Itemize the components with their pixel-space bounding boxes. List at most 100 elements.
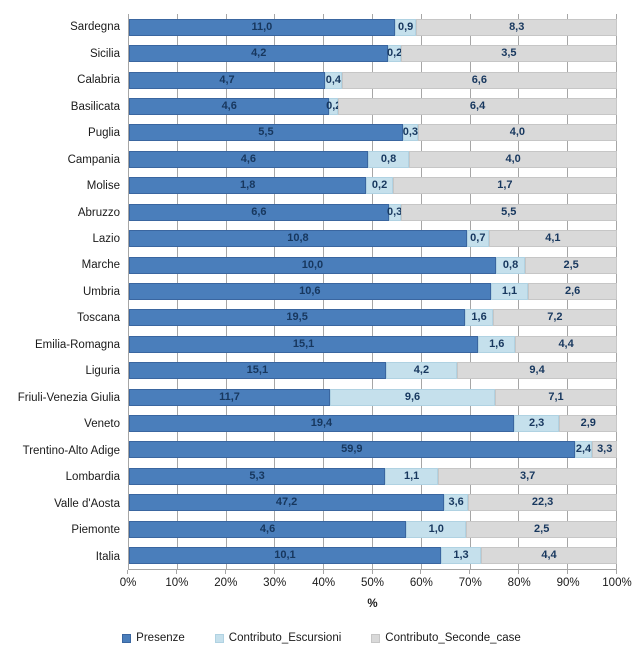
bar-value-label: 3,5 xyxy=(501,47,517,60)
bar-value-label: 9,6 xyxy=(404,390,421,403)
bar-value-label: 11,7 xyxy=(219,390,240,403)
legend-label: Presenze xyxy=(136,632,185,644)
bar-segment-contributo_seconde_case: 3,5 xyxy=(400,45,617,63)
x-axis-title: % xyxy=(367,598,378,610)
axis-tick-label: 10% xyxy=(165,577,189,589)
bar-value-label: 1,3 xyxy=(453,549,469,562)
category-label: Sicilia xyxy=(89,47,120,60)
bar-segment-presenze: 4,6 xyxy=(129,150,368,168)
axis-tick-mark xyxy=(175,570,177,574)
bar-row: 11,7 9,6 7,1 xyxy=(129,384,617,410)
bar-value-label: 0,9 xyxy=(397,20,414,33)
axis-tick-mark xyxy=(273,570,275,574)
bar-value-label: 9,4 xyxy=(529,364,545,377)
bar-value-label: 0,8 xyxy=(502,258,519,271)
bar-row: 4,6 1,0 2,5 xyxy=(129,516,617,542)
bar-segment-contributo_seconde_case: 3,3 xyxy=(592,441,617,459)
bar-segment-contributo_escursioni: 1,1 xyxy=(385,467,439,485)
bar-segment-presenze: 4,2 xyxy=(129,45,389,63)
bar-value-label: 4,7 xyxy=(219,73,235,86)
category-label: Calabria xyxy=(77,74,120,87)
axis-tick-mark xyxy=(518,570,520,574)
category-label: Valle d'Aosta xyxy=(54,497,120,510)
bar-segment-presenze: 5,5 xyxy=(129,124,403,142)
bar-segment-contributo_escursioni: 4,2 xyxy=(385,362,458,380)
axis-tick-mark xyxy=(127,570,128,574)
bar-value-label: 1,0 xyxy=(428,522,444,535)
category-label: Marche xyxy=(81,259,120,272)
axis-tick-label: 20% xyxy=(214,577,238,589)
bar-value-label: 0,2 xyxy=(371,179,388,192)
category-label: Umbria xyxy=(82,285,120,298)
bar-value-label: 10,0 xyxy=(301,258,324,271)
bar-row: 4,2 0,2 3,5 xyxy=(129,40,617,66)
bar-value-label: 5,3 xyxy=(249,469,265,482)
axis-tick-mark xyxy=(469,570,471,574)
x-axis: 0% 10% 20% 30% 40% 50% 60% 70% 80% 90% 100% xyxy=(120,570,632,594)
bar-segment-contributo_escursioni: 1,6 xyxy=(478,335,516,353)
bar-row: 15,1 1,6 4,4 xyxy=(129,331,617,357)
bar-value-label: 47,2 xyxy=(275,496,298,509)
bar-value-label: 6,6 xyxy=(471,73,487,86)
legend-label: Contributo_Escursioni xyxy=(228,632,342,644)
bar-value-label: 4,4 xyxy=(541,549,557,562)
bar-value-label: 4,0 xyxy=(509,126,526,139)
bar-value-label: 2,5 xyxy=(563,258,579,271)
plot-area: 11,0 0,9 8,3 4,2 0,2 3,5 4,7 0,4 6,6 4,6 0,2 6,4 5,5… xyxy=(128,14,617,570)
axis-tick-label: 50% xyxy=(360,577,385,589)
category-label: Molise xyxy=(86,180,120,193)
bar-value-label: 3,7 xyxy=(519,469,536,482)
bar-value-label: 15,1 xyxy=(292,337,315,350)
category-label: Abruzzo xyxy=(77,206,120,219)
legend-swatch-presenze xyxy=(122,633,132,643)
axis-tick-label: 70% xyxy=(458,577,482,589)
bar-segment-presenze: 47,2 xyxy=(129,494,445,512)
bar-segment-contributo_escursioni: 2,3 xyxy=(513,415,560,433)
bar-value-label: 15,1 xyxy=(246,364,269,377)
bar-value-label: 19,4 xyxy=(310,417,333,430)
bar-segment-contributo_seconde_case: 2,5 xyxy=(466,520,617,538)
category-label: Liguria xyxy=(85,365,120,378)
legend-item: Contributo_Escursioni xyxy=(214,632,342,644)
axis-tick-label: 60% xyxy=(409,577,433,589)
bar-rows: 11,0 0,9 8,3 4,2 0,2 3,5 4,7 0,4 6,6 4,6 0,2 6,4 5,5… xyxy=(129,14,617,569)
bar-segment-contributo_seconde_case: 6,6 xyxy=(341,71,617,89)
bar-value-label: 2,3 xyxy=(529,417,545,430)
bar-value-label: 0,3 xyxy=(386,205,403,218)
bar-segment-contributo_seconde_case: 4,0 xyxy=(417,124,617,142)
bar-value-label: 2,4 xyxy=(575,443,592,456)
axis-tick-label: 0% xyxy=(119,577,137,589)
axis-tick-label: 40% xyxy=(312,577,336,589)
bar-segment-presenze: 15,1 xyxy=(129,335,479,353)
bar-value-label: 2,5 xyxy=(534,522,550,535)
axis-tick-label: 80% xyxy=(507,577,531,589)
bar-row: 4,6 0,8 4,0 xyxy=(129,146,617,172)
bar-segment-contributo_seconde_case: 7,2 xyxy=(492,309,617,327)
bar-segment-contributo_seconde_case: 2,5 xyxy=(525,256,617,274)
bar-value-label: 0,2 xyxy=(386,47,403,60)
bar-row: 10,0 0,8 2,5 xyxy=(129,252,617,278)
bar-value-label: 1,8 xyxy=(240,179,256,192)
bar-value-label: 1,6 xyxy=(471,311,487,324)
bar-value-label: 8,3 xyxy=(509,20,525,33)
bar-value-label: 4,2 xyxy=(413,364,430,377)
bar-segment-contributo_escursioni: 1,0 xyxy=(406,520,467,538)
axis-tick-mark xyxy=(616,570,617,574)
bar-segment-contributo_seconde_case: 6,4 xyxy=(338,97,617,115)
bar-value-label: 4,6 xyxy=(259,522,276,535)
bar-value-label: 5,5 xyxy=(501,205,517,218)
bar-row: 11,0 0,9 8,3 xyxy=(129,14,617,40)
category-label: Lazio xyxy=(92,232,121,245)
bar-value-label: 5,5 xyxy=(258,126,274,139)
bar-segment-presenze: 6,6 xyxy=(129,203,389,221)
bar-value-label: 10,8 xyxy=(287,232,309,245)
bar-value-label: 0,7 xyxy=(470,232,486,245)
category-label: Emilia-Romagna xyxy=(34,338,120,351)
category-label: Piemonte xyxy=(71,524,120,537)
category-label: Basilicata xyxy=(70,100,120,113)
bar-value-label: 10,6 xyxy=(299,284,321,297)
bar-value-label: 7,2 xyxy=(547,311,563,324)
bar-value-label: 2,9 xyxy=(580,417,596,430)
bar-value-label: 1,7 xyxy=(497,179,513,192)
category-axis: Sardegna Sicilia Calabria Basilicata Puglia C… xyxy=(0,14,124,570)
